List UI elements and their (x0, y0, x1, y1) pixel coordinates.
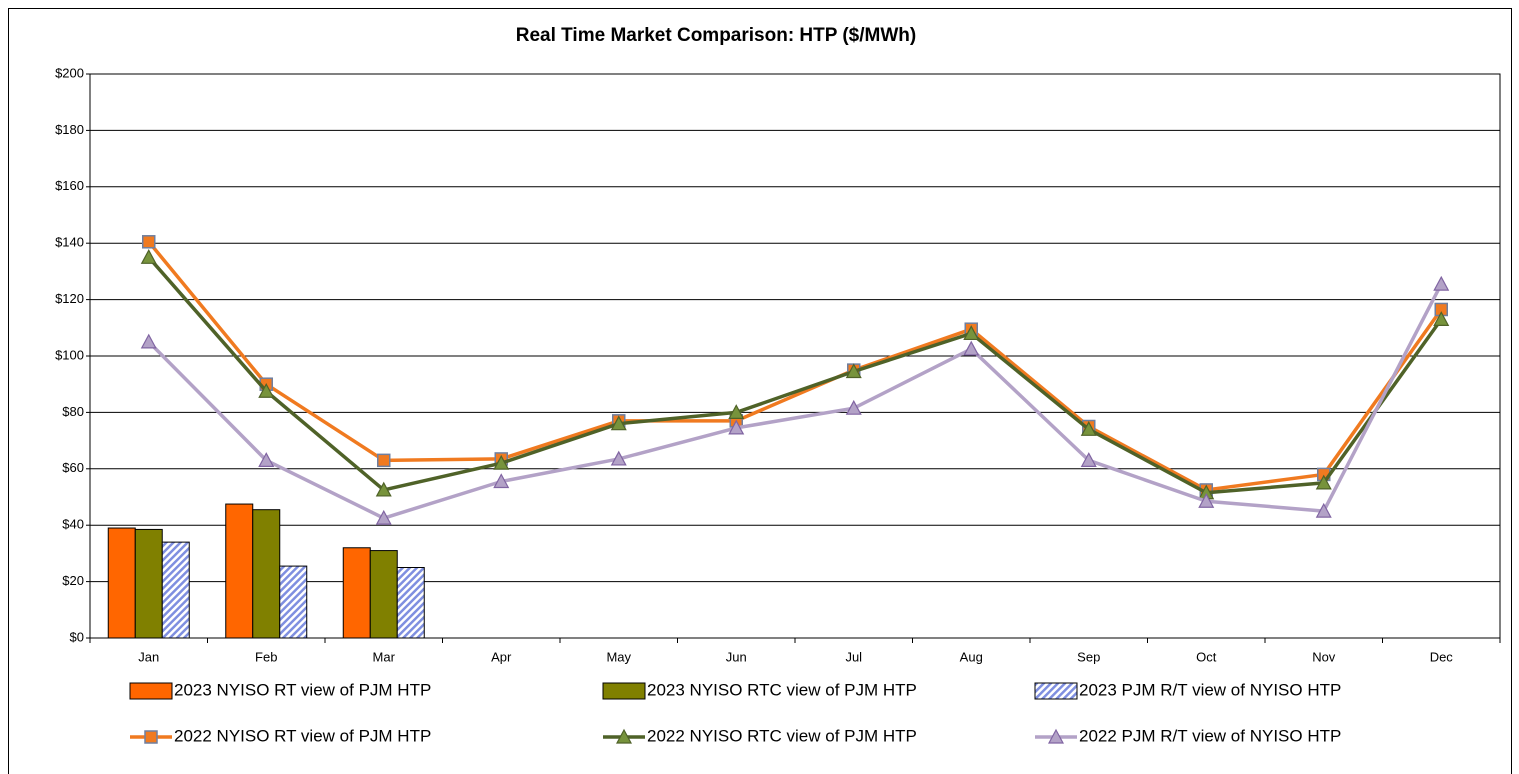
marker (375, 481, 392, 497)
bar (161, 541, 190, 639)
legend-marker (144, 730, 158, 744)
marker (845, 399, 862, 415)
legend-swatch (602, 682, 646, 700)
y-tick-label: $60 (62, 460, 84, 475)
legend-label: 2023 NYISO RT view of PJM HTP (174, 680, 431, 699)
legend-marker (1047, 728, 1065, 744)
y-tick-label: $200 (55, 65, 84, 80)
marker (258, 382, 275, 398)
marker (1080, 421, 1097, 436)
y-tick-label: $0 (70, 629, 84, 644)
marker (377, 453, 391, 468)
bar (342, 547, 371, 639)
y-tick-label: $100 (55, 347, 84, 362)
marker (140, 333, 157, 349)
marker (845, 363, 862, 379)
marker (493, 473, 510, 489)
x-tick-label: Jan (138, 649, 159, 664)
x-tick-label: Jul (845, 649, 862, 664)
marker (1080, 452, 1097, 467)
marker (142, 235, 156, 249)
x-tick-label: Mar (373, 649, 396, 664)
marker (1198, 492, 1215, 508)
legend-label: 2022 NYISO RT view of PJM HTP (174, 726, 431, 745)
legend-marker (615, 728, 633, 744)
bar (252, 509, 281, 639)
x-tick-label: Jun (726, 649, 747, 664)
legend-label: 2023 NYISO RTC view of PJM HTP (647, 680, 917, 699)
bar (369, 550, 398, 639)
marker (963, 340, 980, 356)
marker (1433, 275, 1450, 291)
marker (140, 249, 157, 264)
marker (375, 509, 392, 525)
x-tick-label: May (606, 649, 631, 664)
marker (1315, 474, 1332, 490)
bar (279, 565, 308, 639)
line (147, 283, 1443, 520)
bar (107, 527, 136, 639)
marker (1433, 311, 1450, 326)
legend-swatch (1034, 682, 1078, 700)
bar (225, 503, 254, 639)
y-tick-label: $40 (62, 517, 84, 532)
y-tick-label: $80 (62, 404, 84, 419)
x-tick-label: Nov (1312, 649, 1336, 664)
bar (134, 528, 163, 639)
marker (610, 450, 627, 466)
y-tick-label: $140 (55, 235, 84, 250)
marker (728, 404, 745, 419)
marker (258, 452, 275, 467)
marker (493, 454, 510, 470)
legend-label: 2022 NYISO RTC view of PJM HTP (647, 726, 917, 745)
x-tick-label: Sep (1077, 649, 1100, 664)
marker (1315, 502, 1332, 518)
legend-swatch (129, 682, 173, 700)
marker (963, 325, 980, 341)
legend-label: 2023 PJM R/T view of NYISO HTP (1079, 680, 1341, 699)
y-tick-label: $20 (62, 573, 84, 588)
y-tick-label: $180 (55, 122, 84, 137)
bar (396, 567, 425, 639)
x-tick-label: Feb (255, 649, 277, 664)
x-tick-label: Oct (1196, 649, 1217, 664)
marker (728, 419, 745, 435)
marker (610, 415, 627, 431)
x-tick-label: Aug (960, 649, 983, 664)
chart-title: Real Time Market Comparison: HTP ($/MWh) (516, 25, 916, 46)
legend-label: 2022 PJM R/T view of NYISO HTP (1079, 726, 1341, 745)
y-tick-label: $120 (55, 291, 84, 306)
x-tick-label: Apr (491, 649, 512, 664)
y-tick-label: $160 (55, 178, 84, 193)
chart-frame (8, 8, 1512, 774)
line (147, 256, 1443, 495)
x-tick-label: Dec (1430, 649, 1454, 664)
line (147, 240, 1443, 492)
